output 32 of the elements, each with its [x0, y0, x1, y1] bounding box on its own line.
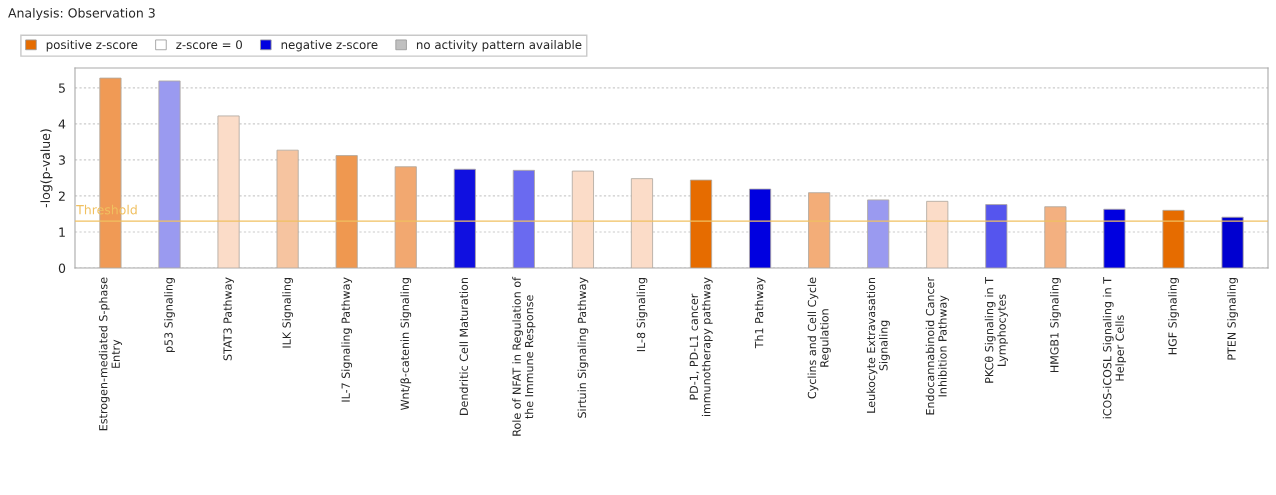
x-tick-label: Role of NFAT in Regulation of the Immune Response — [512, 276, 536, 436]
x-tick-label: PKCθ Signaling in T Lymphocytes — [984, 276, 1008, 383]
x-tick-label: IL-7 Signaling Pathway — [341, 277, 353, 402]
x-tick-label: Sirtuin Signaling Pathway — [577, 277, 589, 418]
y-tick-label: 0 — [58, 263, 66, 273]
y-axis-title: -log(p-value) — [40, 129, 53, 208]
x-tick-label: p53 Signaling — [164, 278, 175, 353]
y-tick-label: 3 — [58, 155, 65, 165]
y-tick-label: 4 — [58, 119, 66, 129]
y-tick-label: 2 — [58, 191, 65, 201]
x-tick-label: Leukocyte Extravasation Signaling — [866, 277, 890, 413]
x-tick-label: Th1 Pathway — [754, 277, 766, 349]
x-tick-label: PTEN Signaling — [1227, 278, 1238, 360]
x-tick-label: HMGB1 Signaling — [1050, 278, 1061, 373]
x-tick-label: Cyclins and Cell Cycle Regulation — [807, 277, 831, 399]
x-tick-label: HGF Signaling — [1168, 278, 1179, 355]
legend-label: positive z-score — [46, 39, 138, 52]
chart-title: Analysis: Observation 3 — [8, 7, 155, 21]
x-tick-label: Estrogen-mediated S-phase Entry — [98, 277, 123, 431]
legend-label: no activity pattern available — [416, 39, 582, 52]
legend-label: negative z-score — [281, 39, 378, 52]
x-tick-label: IL-8 Signaling — [636, 278, 648, 352]
y-tick-label: 1 — [59, 227, 65, 237]
x-tick-label: iCOS-iCOSL Signaling in T Helper Cells — [1102, 277, 1127, 419]
y-tick-label: 5 — [58, 83, 65, 93]
x-tick-label: Dendritic Cell Maturation — [459, 277, 469, 415]
x-tick-label: STAT3 Pathway — [223, 277, 234, 361]
x-tick-label: ILK Signaling — [282, 278, 293, 348]
x-tick-label: PD-1, PD-L1 cancer immunotherapy pathway — [689, 277, 713, 417]
legend-label: z-score = 0 — [176, 40, 242, 50]
x-tick-label: Wnt/β-catenin Signaling — [400, 278, 412, 411]
x-tick-label: Endocannabinoid Cancer Inhibition Pathway — [925, 277, 949, 415]
